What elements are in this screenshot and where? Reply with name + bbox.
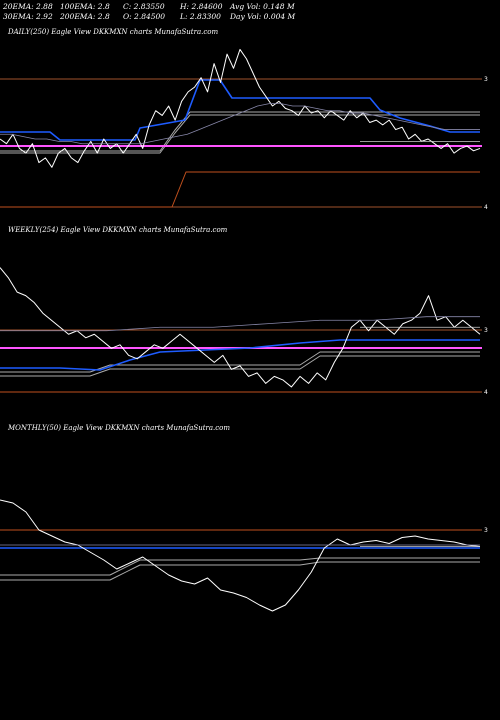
- close-label: O: 2.84500: [123, 12, 166, 21]
- weekly-panel-title: WEEKLY(254) Eagle View DKKMXN charts Mun…: [8, 226, 228, 234]
- weekly-ema-overlay-line: [0, 316, 480, 332]
- weekly-ema-short-line: [0, 339, 480, 371]
- daily-channel-lower: [0, 114, 480, 154]
- avg-vol-label: Avg Vol: 0.148 M: [230, 2, 295, 11]
- daily-panel-title: DAILY(250) Eagle View DKKMXN charts Muna…: [8, 28, 219, 36]
- daily-ema-short-line: [0, 79, 480, 141]
- monthly-panel-title: MONTHLY(50) Eagle View DKKMXN charts Mun…: [8, 424, 231, 432]
- day-vol-label: Day Vol: 0.004 M: [230, 12, 296, 21]
- ema100-label: 100EMA: 2.8: [60, 2, 110, 11]
- monthly-channel-lower: [0, 561, 480, 581]
- daily-price-line: [0, 48, 481, 168]
- low-label: L: 2.83300: [180, 12, 221, 21]
- monthly-channel-upper: [0, 557, 480, 576]
- daily-ema-overlay-line: [0, 103, 480, 145]
- weekly-channel-upper: [0, 351, 480, 373]
- daily-level-label-1: 4: [484, 204, 488, 211]
- ema20-label: 20EMA: 2.88: [3, 2, 53, 11]
- monthly-price-line: [0, 499, 481, 612]
- daily-stop-line: [0, 171, 480, 208]
- monthly-level-label-0: 3: [484, 527, 488, 534]
- ema30-label: 30EMA: 2.92: [3, 12, 53, 21]
- open-label: C: 2.83550: [123, 2, 165, 11]
- high-label: H: 2.84600: [180, 2, 223, 11]
- daily-channel-upper: [0, 111, 480, 152]
- weekly-level-label-0: 3: [484, 327, 488, 334]
- weekly-level-label-1: 4: [484, 389, 488, 396]
- ema200-label: 200EMA: 2.8: [60, 12, 110, 21]
- weekly-channel-lower: [0, 355, 480, 377]
- daily-level-label-0: 3: [484, 76, 488, 83]
